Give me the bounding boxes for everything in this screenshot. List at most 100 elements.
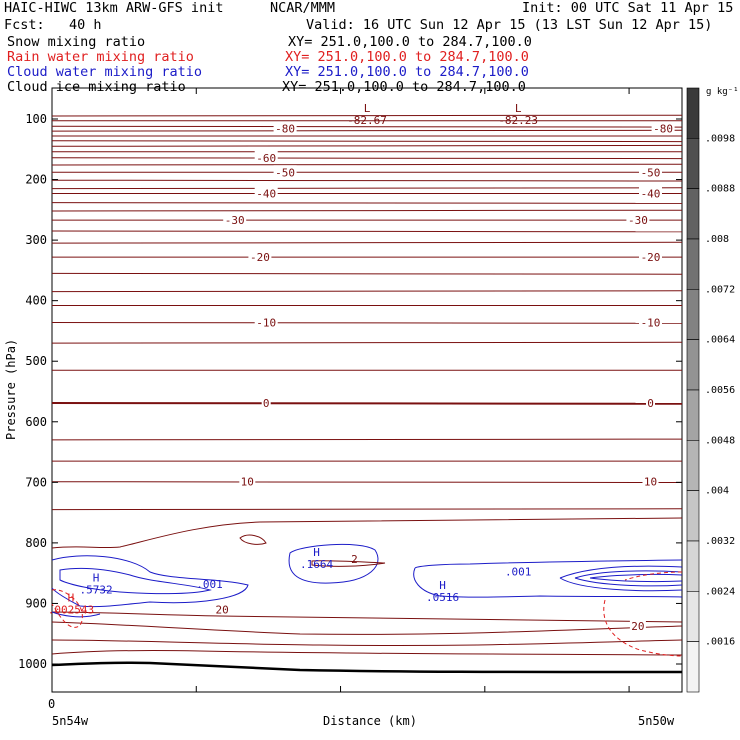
cloud-water-contour [51, 555, 249, 608]
rain-contour [603, 599, 683, 657]
y-tick-label: 800 [25, 536, 47, 550]
temperature-contour [51, 157, 683, 160]
temperature-contour-label: 10 [241, 476, 254, 489]
colorbar-swatch [686, 188, 700, 240]
field-xy-cloud-water: XY= 251.0,100.0 to 284.7,100.0 [285, 64, 529, 80]
colorbar-label: .0016 [705, 637, 735, 648]
cloud-water-contour [413, 567, 683, 598]
temperature-contour [51, 202, 683, 204]
y-tick-label: 500 [25, 354, 47, 368]
contour-label: .001 [505, 565, 532, 578]
rain-contour [311, 560, 386, 567]
cloud-water-contour [589, 573, 683, 583]
colorbar-label: .0064 [705, 335, 735, 346]
extremum-value: .0516 [426, 591, 459, 604]
init-time: Init: 00 UTC Sat 11 Apr 15 [522, 0, 734, 16]
colorbar-label: .0032 [705, 536, 735, 547]
cloud-water-contour [288, 543, 379, 584]
extremum-marker: H [68, 592, 75, 605]
temperature-contour-label-bg [273, 165, 297, 178]
colorbar-swatch [686, 288, 700, 340]
temperature-contour [51, 140, 683, 143]
extremum-marker: L [364, 102, 371, 115]
temperature-contour-label: -20 [641, 251, 661, 264]
temperature-contour-label-bg [223, 213, 247, 226]
extremum-marker: H [439, 579, 446, 592]
contour-label: 2 [351, 553, 358, 566]
temperature-contour [51, 241, 683, 244]
extremum-value: .5732 [80, 584, 113, 597]
y-tick-label: 1000 [18, 657, 47, 671]
temperature-contour [51, 639, 683, 647]
colorbar-swatch [686, 238, 700, 290]
temperature-contour-label: -40 [256, 188, 276, 201]
temperature-contour-label-bg [254, 186, 278, 199]
rain-contour [51, 589, 83, 628]
temperature-contour [51, 179, 683, 182]
y-tick-label: 900 [25, 596, 47, 610]
temperature-contour-label-bg [214, 602, 231, 615]
x-tick-label: 0 [48, 697, 55, 711]
temperature-contour [51, 144, 683, 147]
colorbar: .0098 .0088 .008 .0072 .0064 .0056 .0048 .004 .0… [686, 87, 735, 693]
x-axis-title: Distance (km) [323, 714, 417, 728]
temperature-contour-label-bg [248, 250, 272, 263]
temperature-contour-label-bg [642, 474, 659, 487]
temperature-contour-label: -30 [628, 214, 648, 227]
extremum-value: -82.67 [347, 114, 387, 127]
forecast-hour: Fcst: 40 h [4, 17, 102, 33]
temperature-contour-label: -10 [641, 317, 661, 330]
temperature-contour [51, 481, 683, 483]
temperature-contour [51, 322, 683, 324]
temperature-contour-label-bg [254, 150, 278, 163]
hydrometeor-contours [51, 534, 683, 674]
temperature-contour-label: -30 [225, 214, 245, 227]
field-name-cloud-water: Cloud water mixing ratio [7, 64, 203, 80]
run-title: HAIC-HIWC 13km ARW-GFS init [4, 0, 224, 16]
y-tick-label: 200 [25, 173, 47, 187]
temperature-contour-label-bg [639, 165, 662, 178]
y-axis-title: Pressure (hPa) [4, 339, 18, 440]
temperature-contour-label: 20 [631, 620, 644, 633]
colorbar-label: .0072 [705, 284, 735, 295]
cloud-water-contour [574, 570, 683, 587]
field-name-rain: Rain water mixing ratio [7, 49, 194, 65]
colorbar-swatch [686, 490, 700, 542]
temperature-contour-label-bg [639, 186, 662, 199]
temperature-contour [51, 114, 683, 117]
extremum-marker: H [93, 572, 100, 585]
temperature-contour [51, 402, 683, 405]
field-name-snow: Snow mixing ratio [7, 34, 146, 50]
valid-time: Valid: 16 UTC Sun 12 Apr 15 (13 LST Sun … [306, 17, 713, 33]
temperature-contour-label-bg [651, 121, 675, 134]
temperature-contour [51, 649, 683, 656]
temperature-contour-label: 0 [263, 397, 270, 410]
cloud-water-contour [414, 559, 683, 569]
colorbar-label: .0048 [705, 435, 735, 446]
temperature-contour-label-bg [239, 474, 256, 487]
cloud-water-contour [559, 565, 683, 579]
colorbar-swatch [686, 339, 700, 391]
temperature-contour [51, 272, 683, 275]
temperature-contour [51, 517, 683, 549]
temperature-contour-label-bg [626, 213, 650, 226]
temperature-contour-label: -20 [250, 251, 270, 264]
temperature-contours [51, 114, 683, 656]
cloud-water-contour [59, 567, 212, 595]
temperature-contour-label-bg [273, 121, 297, 134]
colorbar-label: .0098 [705, 133, 735, 144]
temperature-contour-label-bg [254, 315, 278, 328]
temperature-contour [51, 290, 683, 293]
terrain-line [51, 661, 683, 674]
temperature-contour-label: -10 [256, 317, 276, 330]
colorbar-swatch [686, 439, 700, 491]
colorbar-swatch [686, 138, 700, 189]
extremum-value: .002543 [48, 604, 94, 617]
org-label: NCAR/MMM [270, 0, 336, 16]
colorbar-label: .008 [705, 234, 729, 245]
field-name-cloud-ice: Cloud ice mixing ratio [7, 79, 186, 95]
temperature-contour [51, 508, 683, 511]
x-end-label: 5n50w [638, 714, 675, 728]
extremum-value: -82.23 [498, 114, 538, 127]
